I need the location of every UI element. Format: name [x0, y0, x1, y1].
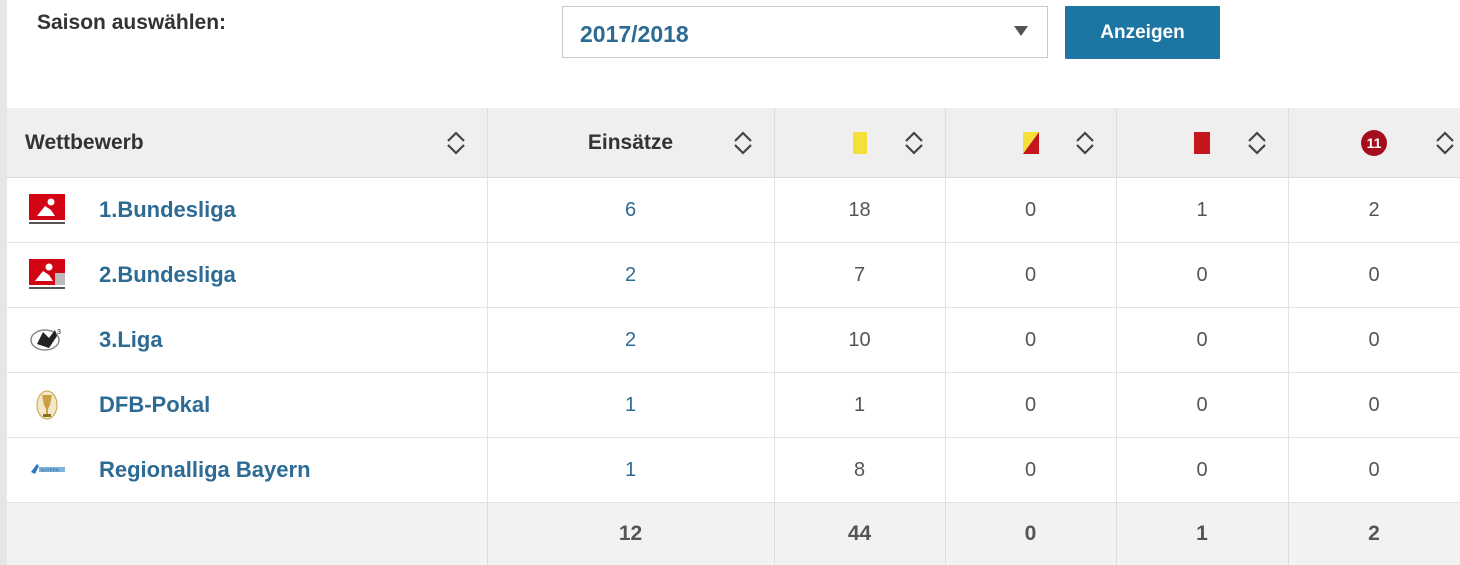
yellow-red-cards-value: 0 [945, 307, 1117, 373]
yellow-cards-value: 10 [774, 307, 946, 373]
sort-icon[interactable] [445, 130, 467, 156]
competition-cell: BAYERN Regionalliga Bayern [7, 437, 488, 503]
sort-icon[interactable] [732, 130, 754, 156]
table-row: 2.Bundesliga 2 7 0 0 0 [7, 242, 1460, 308]
yellow-cards-value: 7 [774, 242, 946, 308]
competition-link[interactable]: DFB-Pokal [99, 392, 211, 417]
table-row: 3 3.Liga 2 10 0 0 0 [7, 307, 1460, 373]
season-select-value: 2017/2018 [580, 21, 689, 47]
appearances-link[interactable]: 2 [487, 307, 775, 373]
yellow-cards-value: 18 [774, 177, 946, 243]
3-liga-logo: 3 [30, 329, 61, 351]
sort-icon[interactable] [1074, 130, 1096, 156]
appearances-link[interactable]: 1 [487, 372, 775, 438]
penalty-icon: 11 [1361, 130, 1387, 157]
competition-link[interactable]: 2.Bundesliga [99, 262, 236, 287]
season-select[interactable]: 2017/2018 [562, 6, 1048, 58]
competition-cell: DFB-Pokal [7, 372, 488, 438]
2-bundesliga-logo [29, 259, 65, 289]
regionalliga-bayern-logo: BAYERN [31, 464, 65, 474]
total-red-cards: 1 [1116, 502, 1289, 565]
table-row: DFB-Pokal 1 1 0 0 0 [7, 372, 1460, 438]
total-yellow-red-cards: 0 [945, 502, 1117, 565]
competition-link[interactable]: 3.Liga [99, 327, 163, 352]
competition-cell: 1.Bundesliga [7, 177, 488, 243]
penalties-value: 0 [1288, 242, 1460, 308]
competition-cell: 2.Bundesliga [7, 242, 488, 308]
header-penalties[interactable]: 11 [1288, 108, 1460, 178]
header-competition[interactable]: Wettbewerb [7, 108, 488, 178]
sort-icon[interactable] [1434, 130, 1456, 156]
penalties-value: 0 [1288, 372, 1460, 438]
bundesliga-logo [29, 194, 65, 224]
red-cards-value: 0 [1116, 437, 1289, 503]
yellow-red-cards-value: 0 [945, 372, 1117, 438]
yellow-red-cards-value: 0 [945, 177, 1117, 243]
header-appearances[interactable]: Einsätze [487, 108, 775, 178]
total-appearances: 12 [487, 502, 775, 565]
yellow-red-cards-value: 0 [945, 242, 1117, 308]
red-cards-value: 1 [1116, 177, 1289, 243]
totals-label-cell [7, 502, 488, 565]
yellow-card-icon [852, 132, 867, 155]
appearances-link[interactable]: 1 [487, 437, 775, 503]
yellow-cards-value: 8 [774, 437, 946, 503]
competition-stats-table: Wettbewerb Einsätze [7, 108, 1460, 565]
yellow-red-card-icon [1022, 132, 1039, 155]
table-row: 1.Bundesliga 6 18 0 1 2 [7, 177, 1460, 243]
red-card-icon [1194, 132, 1210, 155]
dfb-pokal-logo [36, 390, 58, 420]
penalty-badge-text: 11 [1367, 135, 1382, 151]
season-label: Saison auswählen: [37, 11, 227, 34]
show-button[interactable]: Anzeigen [1065, 6, 1220, 59]
header-yellow-cards[interactable] [774, 108, 946, 178]
header-yellow-red-cards[interactable] [945, 108, 1117, 178]
yellow-red-cards-value: 0 [945, 437, 1117, 503]
sort-icon[interactable] [903, 130, 925, 156]
penalties-value: 0 [1288, 307, 1460, 373]
dropdown-arrow-icon [1014, 26, 1028, 36]
red-cards-value: 0 [1116, 242, 1289, 308]
red-cards-value: 0 [1116, 372, 1289, 438]
red-cards-value: 0 [1116, 307, 1289, 373]
header-appearances-label: Einsätze [587, 131, 674, 154]
svg-text:BAYERN: BAYERN [41, 468, 59, 473]
total-yellow-cards: 44 [774, 502, 946, 565]
svg-text:3: 3 [57, 329, 61, 336]
appearances-link[interactable]: 2 [487, 242, 775, 308]
total-penalties: 2 [1288, 502, 1460, 565]
table-row: BAYERN Regionalliga Bayern 1 8 0 0 0 [7, 437, 1460, 503]
appearances-link[interactable]: 6 [487, 177, 775, 243]
competition-link[interactable]: 1.Bundesliga [99, 197, 236, 222]
header-competition-label: Wettbewerb [25, 131, 144, 154]
penalties-value: 0 [1288, 437, 1460, 503]
yellow-cards-value: 1 [774, 372, 946, 438]
competition-link[interactable]: Regionalliga Bayern [99, 457, 311, 482]
penalties-value: 2 [1288, 177, 1460, 243]
table-header-row: Wettbewerb Einsätze [7, 108, 1460, 178]
sort-icon[interactable] [1246, 130, 1268, 156]
page-left-border [0, 0, 7, 565]
header-red-cards[interactable] [1116, 108, 1289, 178]
competition-cell: 3 3.Liga [7, 307, 488, 373]
totals-row: 12 44 0 1 2 [7, 502, 1460, 565]
